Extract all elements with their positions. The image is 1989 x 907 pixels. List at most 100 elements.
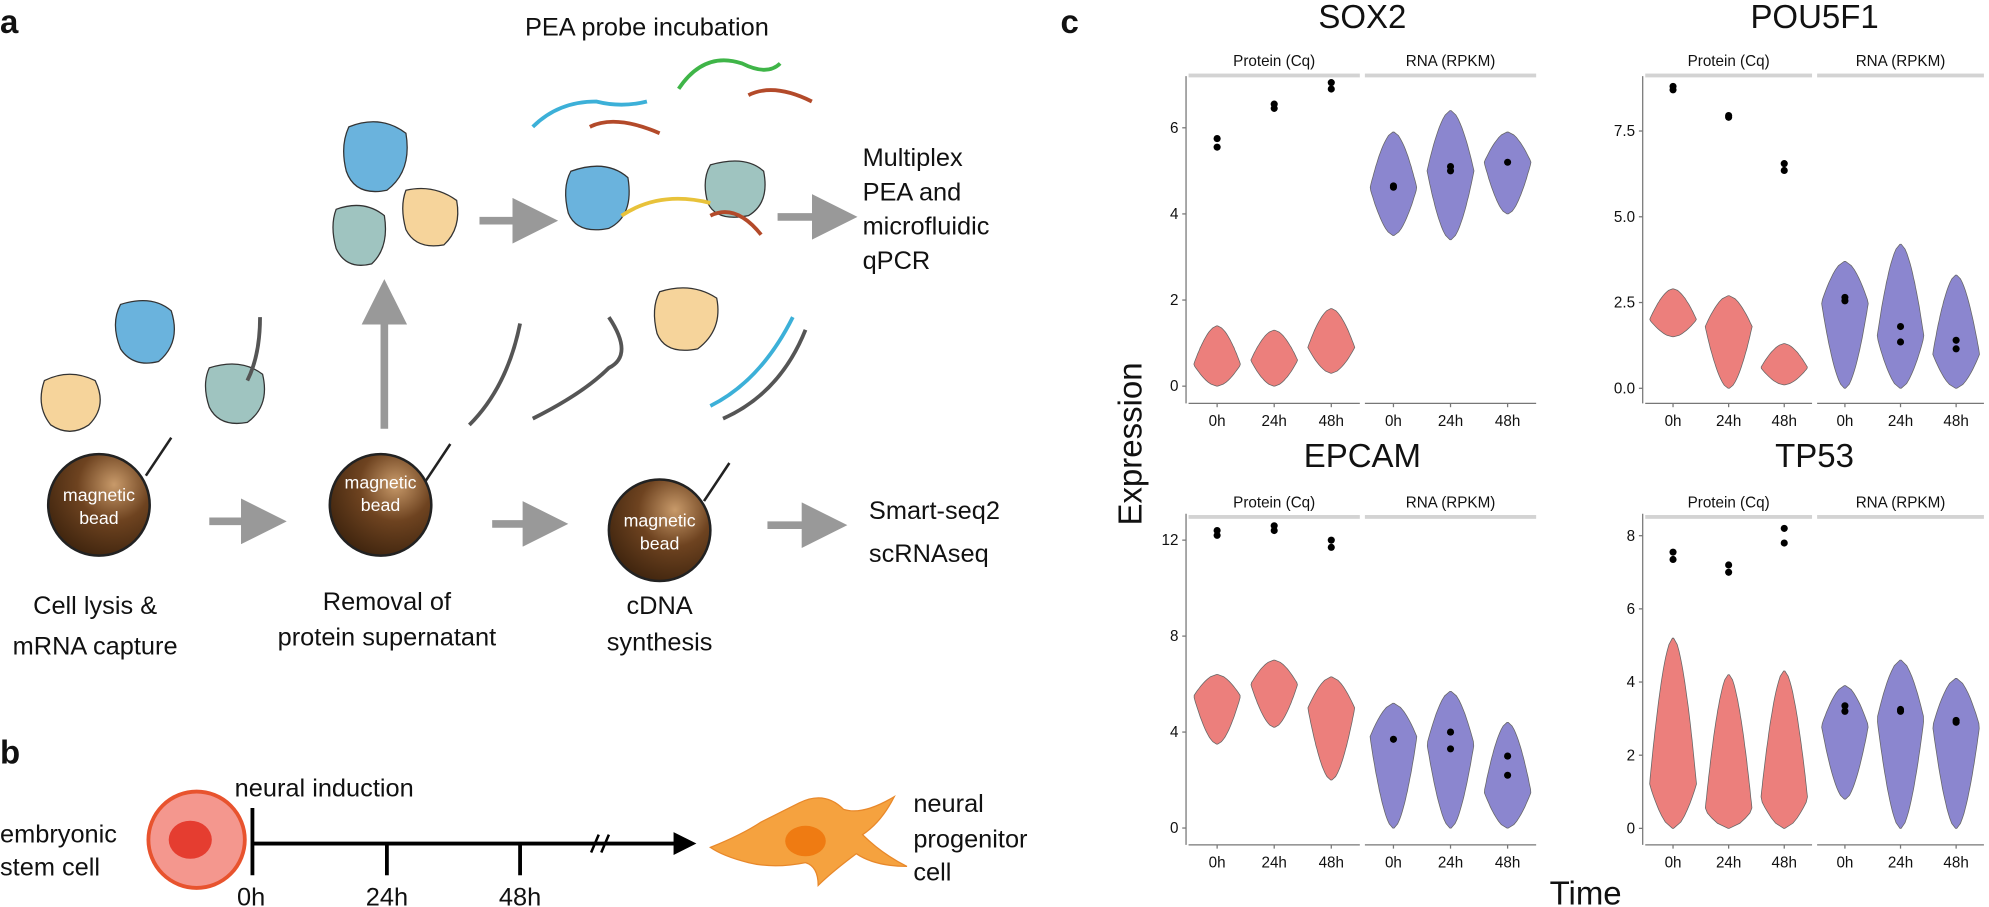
data-point [1446,728,1455,736]
facet-strip [1645,515,1813,519]
cell-label: cell [913,858,951,886]
data-point [1327,536,1335,544]
facet-label: RNA (RPKM) [1856,494,1946,511]
chart-title: SOX2 [1318,0,1406,35]
x-tick-label: 24h [1888,413,1913,430]
cell-label: stem cell [0,853,100,881]
cell-label: embryonic [0,820,117,848]
probes [245,58,813,427]
chart-title: TP53 [1775,437,1854,474]
y-tick-label: 0 [1170,820,1178,837]
data-point [1446,745,1455,753]
step-label: protein supernatant [278,624,497,652]
y-tick-label: 6 [1627,601,1635,618]
data-point [1725,561,1733,569]
data-point [1327,85,1335,93]
multiplex-line: PEA and [863,178,962,206]
step-label: Cell lysis & [33,592,157,620]
violin [1307,308,1356,374]
data-point [1780,524,1788,532]
y-tick-label: 8 [1170,628,1178,645]
violin [1193,674,1241,745]
x-tick-label: 48h [1319,413,1344,430]
multiplex-line: Multiplex [863,144,963,172]
y-tick-label: 4 [1170,724,1179,741]
data-point [1504,771,1512,779]
bead-label: bead [361,495,401,515]
x-tick-label: 0h [1209,413,1226,430]
x-tick-label: 0h [1209,855,1226,872]
facet-label: Protein (Cq) [1688,53,1770,70]
y-tick-label: 7.5 [1614,123,1635,140]
y-tick-label: 12 [1161,532,1178,549]
bead-label: magnetic [624,510,696,530]
x-tick-label: 24h [1716,413,1741,430]
step-label: mRNA capture [13,633,178,661]
cell-label: neural [913,790,984,818]
y-tick-label: 8 [1627,528,1635,545]
violin [1821,260,1869,389]
data-point [1952,716,1960,724]
facet-label: Protein (Cq) [1688,494,1770,511]
data-point [1213,143,1221,151]
violin [1483,131,1532,215]
facet-label: RNA (RPKM) [1856,53,1946,70]
panel-c: c Expression Time SOX2 0 2 4 6 Protein (Cq) 0h… [1060,0,1984,907]
y-tick-label: 0 [1170,378,1178,395]
facet-strip [1645,73,1813,78]
y-tick-label: 5.0 [1614,209,1635,226]
data-point [1780,160,1788,168]
multiplex-line: qPCR [863,247,931,275]
y-tick-label: 2 [1170,292,1178,309]
x-tick-label: 0h [1385,413,1402,430]
y-axis-label: Expression [1112,362,1149,525]
violin [1760,670,1808,829]
chart-title: POU5F1 [1750,0,1878,35]
violin [1369,702,1418,829]
time-label: 0h [237,884,265,907]
data-point [1504,158,1512,166]
x-tick-label: 48h [1319,855,1344,872]
bead-label: bead [640,533,680,553]
data-point [1952,336,1960,344]
y-tick-label: 0.0 [1614,380,1635,397]
multiplex-line: microfluidic [863,213,990,241]
x-tick-label: 48h [1772,855,1797,872]
y-tick-label: 4 [1627,674,1636,691]
data-point [1725,112,1733,120]
step-label: synthesis [607,629,713,657]
data-point [1780,539,1788,547]
x-tick-label: 48h [1772,413,1797,430]
bead-label: magnetic [63,485,135,505]
bead-label: magnetic [345,472,417,492]
data-point [1270,100,1278,108]
facet-strip [1364,73,1537,78]
x-tick-label: 0h [1836,413,1853,430]
step-label: Removal of [323,588,452,616]
x-tick-label: 0h [1385,855,1402,872]
seq-label: scRNAseq [869,540,989,568]
data-point [1213,526,1221,535]
panel-a: a PEA probe incubation Multiplex PEA and… [0,3,1000,661]
violin [1307,676,1356,781]
data-point [1841,702,1849,710]
y-tick-label: 2 [1627,747,1635,764]
facet-strip [1188,515,1360,519]
x-tick-label: 48h [1943,413,1968,430]
violin [1877,659,1924,829]
cell-label: progenitor [913,825,1028,853]
step-label: cDNA [627,592,693,620]
violin [1250,659,1298,728]
facet-strip [1188,73,1360,78]
violin [1760,343,1808,386]
nucleus [168,820,212,859]
proteins [40,121,766,432]
data-point [1389,182,1397,190]
x-tick-label: 24h [1438,855,1463,872]
data-point [1446,163,1455,171]
data-point [1327,543,1335,551]
probe-title: PEA probe incubation [525,14,769,42]
data-point [1327,79,1335,87]
beads [46,436,731,583]
